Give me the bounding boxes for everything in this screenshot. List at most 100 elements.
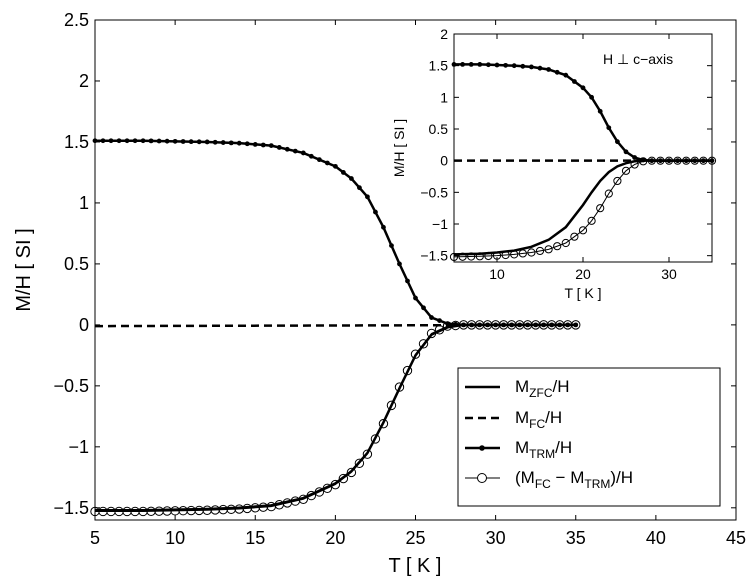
main-y-tick-label: 0.5 [64,254,89,274]
inset-series-group [449,62,717,262]
main-series-trm-marker [172,138,178,144]
inset-series-trm-marker [486,62,491,68]
main-series-trm-marker [268,143,274,149]
inset-series-diff-marker [656,156,665,165]
inset-x-axis-label: T [ K ] [564,285,601,301]
main-series-trm-marker [164,138,170,144]
legend-label-diff: (MFC − MTRM)/H [515,468,633,491]
legend-fc-base: M [515,408,529,427]
main-series-trm-marker [373,209,378,215]
main-y-tick-label: 1 [79,193,89,213]
legend: MZFC/H MFC/H MTRM/H (MFC − MTRM)/H [457,367,721,507]
inset-series-diff-marker [467,252,476,261]
legend-label-zfc: MZFC/H [515,377,570,400]
main-series-trm-marker [196,139,202,145]
main-x-tick-label: 5 [90,528,100,548]
main-series-trm-marker [204,139,210,145]
main-series-trm-marker [292,148,298,154]
legend-zfc-sub: ZFC [529,386,553,400]
main-series-trm-marker [260,142,266,148]
inset-series-diff-marker [570,232,579,241]
inset-x-tick-label: 20 [575,266,591,282]
inset-series-trm-marker [580,85,586,91]
main-series-diff-marker [306,490,317,501]
main-x-ticks: 5 10 15 20 25 30 35 40 45 [90,20,746,548]
inset-series-diff-marker [458,252,467,261]
main-series-diff-marker [418,339,429,349]
main-plot: 5 10 15 20 25 30 35 40 45 2.521.510.50−0.5−1−1.5… [13,10,746,577]
main-series-trm-marker [220,140,226,145]
main-series-trm-marker [437,318,442,324]
main-series-diff-marker [410,349,421,359]
inset-series-trm-marker [554,69,560,75]
main-series-diff-marker [346,467,357,478]
inset-series-trm-marker [597,108,603,114]
main-x-tick-label: 25 [405,528,425,548]
main-series-trm-marker [284,146,290,152]
legend-diff-tail: )/H [610,468,633,487]
inset-series-trm-marker [511,63,517,69]
inset-series-diff-marker [707,156,717,165]
main-series-trm-marker [188,139,194,145]
inset-plot: 10 20 30 2 1.5 1 0.5 0 −0.5 −1 −1.5 H ⊥ c−axis T … [391,26,717,301]
main-series-diff-marker [314,487,325,497]
inset-series-trm-marker [520,63,526,69]
legend-diff-sub1: FC [535,477,551,491]
legend-zfc-base: M [515,377,529,396]
inset-series-diff-marker [699,156,708,165]
main-series-trm-marker [365,194,370,200]
main-y-axis-label: M/H [ SI ] [13,228,35,311]
main-series-trm-marker [156,138,162,144]
legend-label-fc: MFC/H [515,408,562,431]
inset-series-diff-marker [544,245,553,254]
inset-series-diff-line [453,160,712,258]
main-x-tick-label: 45 [726,528,746,548]
main-x-tick-label: 10 [165,528,185,548]
main-series-diff-marker [354,458,365,468]
inset-series-trm-marker [494,62,500,68]
main-x-tick-label: 30 [486,528,506,548]
main-series-trm-marker [276,145,282,150]
main-series-diff-marker [330,479,341,490]
inset-x-tick-label: 10 [489,266,505,282]
inset-series-diff-marker [587,216,596,225]
inset-series-diff-marker [613,176,622,186]
legend-diff-sub2: TRM [584,477,610,491]
inset-series-diff-marker [535,246,545,256]
inset-series-diff-marker [518,249,527,258]
main-x-tick-label: 15 [245,528,265,548]
main-series-trm-marker [421,305,426,311]
inset-series-trm-marker [546,67,551,72]
legend-trm-sub: TRM [529,447,555,461]
main-x-tick-label: 40 [646,528,666,548]
inset-series-diff-marker [690,156,699,165]
legend-box [457,367,721,507]
legend-diff-pre: (M [515,468,535,487]
inset-series-trm-marker [451,62,457,67]
inset-y-tick-label: 1.5 [429,58,449,74]
main-series-trm-marker [389,243,394,249]
legend-trm-base: M [515,438,529,457]
inset-y-tick-label: −1.5 [420,248,448,264]
inset-series-diff-marker [492,251,502,260]
inset-series-diff-marker [647,156,656,165]
inset-series-diff-marker [553,242,562,251]
inset-series-diff-marker [484,251,493,261]
inset-y-tick-label: 0.5 [429,121,449,137]
inset-y-ticks: 2 1.5 1 0.5 0 −0.5 −1 −1.5 [420,26,712,264]
inset-series-trm-marker [632,155,637,160]
inset-series-trm-marker [589,94,594,100]
main-series-diff-marker [322,483,333,493]
main-series-trm-marker [124,138,130,144]
main-series-diff-marker [394,382,405,392]
inset-series-diff-marker [475,252,484,261]
main-series-diff-line [95,324,576,512]
inset-series-diff-marker [510,250,519,259]
main-series-trm-marker [429,315,434,320]
main-series-trm-marker [252,141,258,147]
inset-series-trm-marker [529,64,534,70]
inset-series-trm-marker [606,125,612,131]
main-series-fc-line [94,323,576,328]
legend-fc-tail: /H [545,408,562,427]
